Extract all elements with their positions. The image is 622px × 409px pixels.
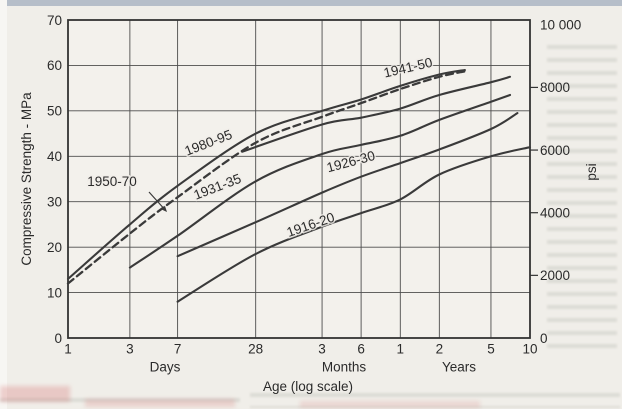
curves bbox=[66, 68, 532, 303]
y-right-tick-label: 4000 bbox=[540, 206, 570, 221]
curve-label-1950-70: 1950-70 bbox=[87, 174, 137, 189]
x-tick-label: 10 bbox=[522, 342, 537, 357]
y-left-axis-title: Compressive Strength - MPa bbox=[19, 92, 34, 266]
label-arrowhead-1950-70 bbox=[161, 205, 167, 212]
curve-1941-50 bbox=[241, 75, 512, 153]
curve-1980-95 bbox=[66, 68, 466, 280]
y-left-tick-label: 50 bbox=[47, 104, 62, 119]
y-right-tick-label: 8000 bbox=[540, 80, 570, 95]
curve-1916-20 bbox=[176, 146, 532, 303]
x-group-label-days: Days bbox=[150, 360, 181, 375]
x-tick-label: 28 bbox=[248, 342, 263, 357]
x-group-label-years: Years bbox=[442, 360, 476, 375]
y-left-tick-label: 20 bbox=[47, 240, 62, 255]
x-tick-label: 1 bbox=[64, 342, 72, 357]
x-axis-title: Age (log scale) bbox=[263, 379, 353, 394]
y-left-tick-label: 0 bbox=[54, 331, 62, 346]
scan-top-strip bbox=[0, 0, 622, 6]
plot-area bbox=[68, 20, 530, 338]
x-tick-label: 7 bbox=[174, 342, 182, 357]
y-right-tick-label: 10 000 bbox=[540, 18, 581, 33]
x-tick-label: 5 bbox=[487, 342, 495, 357]
y-right-axis-title: psi bbox=[584, 163, 599, 180]
y-left-tick-label: 40 bbox=[47, 149, 62, 164]
curve-1926-30 bbox=[176, 112, 519, 258]
y-right-tick-label: 2000 bbox=[540, 268, 570, 283]
x-group-label-months: Months bbox=[322, 360, 367, 375]
tick-labels: 1 3 7 28 Days 3 6 Months 1 2 5 10 Years 70 60 50 40 30 20 1… bbox=[47, 13, 581, 375]
y-left-tick-label: 60 bbox=[47, 58, 62, 73]
x-tick-label: 2 bbox=[436, 342, 444, 357]
x-tick-label: 3 bbox=[318, 342, 326, 357]
y-left-tick-label: 70 bbox=[47, 13, 62, 28]
curve-1950-70 bbox=[66, 70, 467, 285]
curve-1931-35 bbox=[128, 93, 512, 269]
y-right-tick-label: 0 bbox=[540, 331, 548, 346]
x-tick-label: 6 bbox=[357, 342, 365, 357]
y-left-tick-label: 10 bbox=[47, 285, 62, 300]
x-tick-label: 1 bbox=[397, 342, 405, 357]
label-arrow-line-1950-70 bbox=[148, 191, 165, 210]
x-tick-label: 3 bbox=[126, 342, 134, 357]
scan-left-edge bbox=[0, 0, 7, 409]
gridlines bbox=[68, 20, 538, 338]
plot-frame bbox=[67, 19, 531, 339]
y-left-tick-label: 30 bbox=[47, 195, 62, 210]
y-right-tick-label: 6000 bbox=[540, 143, 570, 158]
